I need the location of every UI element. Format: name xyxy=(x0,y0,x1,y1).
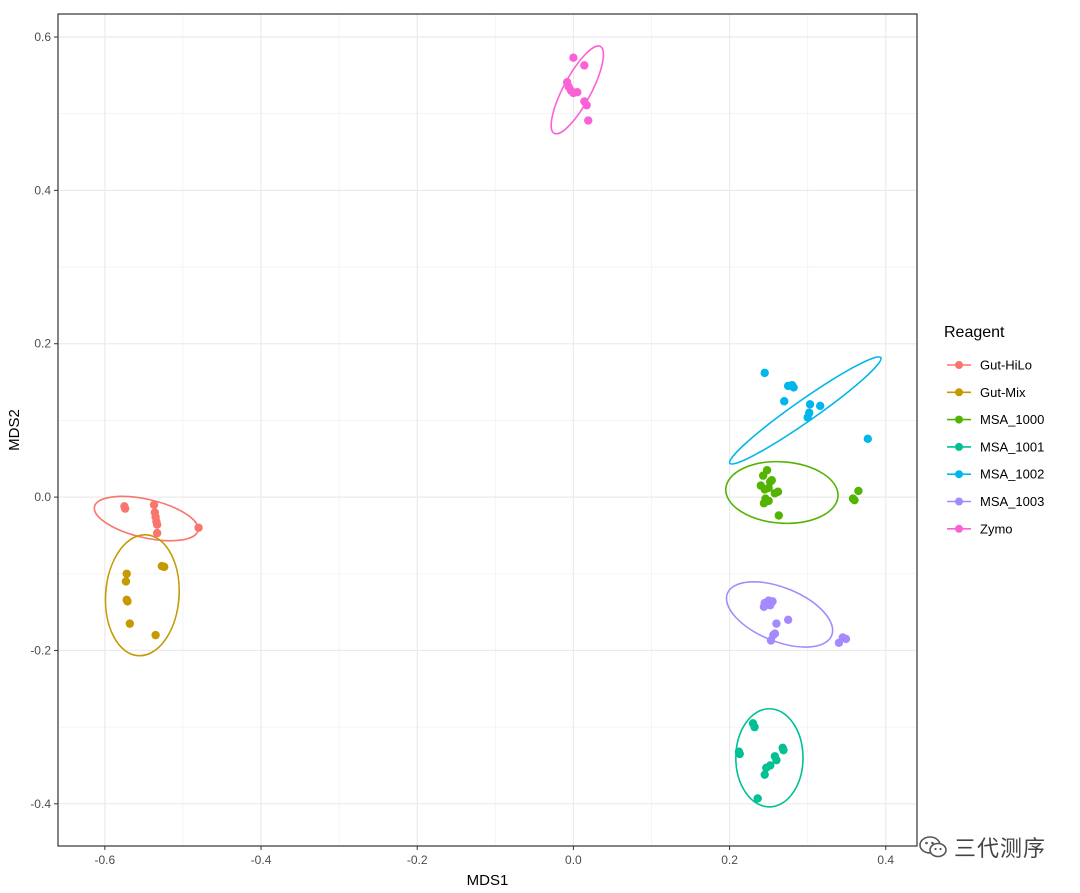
data-points xyxy=(120,53,873,803)
point-gut-mix xyxy=(160,562,169,572)
ellipse-gut-mix xyxy=(104,533,180,657)
point-msa-1000 xyxy=(762,466,772,475)
y-axis: -0.4 -0.2 0.0 0.2 0.4 0.6 xyxy=(30,30,58,811)
point-zymo xyxy=(584,116,593,125)
point-msa-1000 xyxy=(774,511,783,520)
point-msa-1001 xyxy=(779,745,788,755)
legend-label-msa-1001: MSA_1001 xyxy=(980,439,1044,454)
point-zymo xyxy=(580,61,589,70)
point-msa-1003 xyxy=(772,619,781,628)
y-tick-label: 0.0 xyxy=(34,490,51,504)
point-msa-1000 xyxy=(764,483,773,493)
legend-key-point-gut-hilo xyxy=(955,361,963,369)
point-gut-mix xyxy=(122,569,131,578)
ellipse-msa-1002 xyxy=(728,356,882,465)
point-msa-1000 xyxy=(854,486,863,496)
ellipse-msa-1000 xyxy=(724,460,839,525)
legend-label-gut-hilo: Gut-HiLo xyxy=(980,358,1032,373)
point-gut-mix xyxy=(151,630,160,640)
watermark: 三代测序 xyxy=(918,831,1046,863)
x-axis: -0.6 -0.4 -0.2 0.0 0.2 0.4 xyxy=(95,846,894,867)
legend-key-point-msa-1003 xyxy=(955,497,963,506)
point-msa-1001 xyxy=(772,755,781,765)
point-msa-1000 xyxy=(773,487,783,496)
x-tick-label: 0.2 xyxy=(721,853,738,867)
point-msa-1001 xyxy=(762,763,771,772)
point-msa-1003 xyxy=(769,630,778,640)
panel-border xyxy=(57,13,918,847)
watermark-text: 三代测序 xyxy=(953,837,1046,862)
legend-label-zymo: Zymo xyxy=(980,521,1013,536)
y-tick-label: -0.2 xyxy=(30,643,51,657)
grid-major xyxy=(58,14,917,846)
point-gut-hilo xyxy=(149,500,159,509)
point-zymo xyxy=(569,88,578,98)
point-msa-1002 xyxy=(760,368,769,378)
point-msa-1000 xyxy=(848,494,858,503)
confidence-ellipses xyxy=(93,45,882,808)
y-tick-label: -0.4 xyxy=(30,797,51,811)
legend-label-msa-1002: MSA_1002 xyxy=(980,467,1044,482)
x-tick-label: 0.0 xyxy=(565,853,582,867)
point-msa-1003 xyxy=(841,634,851,644)
point-gut-hilo xyxy=(194,523,203,532)
x-tick-label: -0.4 xyxy=(251,853,272,867)
point-msa-1001 xyxy=(750,722,759,732)
legend-key-point-msa-1002 xyxy=(955,470,963,479)
y-tick-label: 0.2 xyxy=(34,337,51,351)
point-zymo xyxy=(582,101,591,110)
point-msa-1002 xyxy=(780,397,789,406)
point-gut-mix xyxy=(121,577,131,586)
ellipse-msa-1001 xyxy=(735,707,804,808)
point-zymo xyxy=(569,53,578,62)
legend-label-msa-1000: MSA_1000 xyxy=(980,412,1044,427)
legend: Reagent Gut-HiLo Gut-Mix MSA_1000 MSA_1001 M… xyxy=(944,324,1044,536)
point-msa-1002 xyxy=(805,400,815,409)
point-msa-1003 xyxy=(759,602,769,611)
point-gut-mix xyxy=(123,597,132,606)
point-msa-1001 xyxy=(753,794,762,803)
point-msa-1000 xyxy=(759,499,769,508)
panel-background xyxy=(58,14,917,846)
legend-label-msa-1003: MSA_1003 xyxy=(980,494,1044,509)
point-gut-hilo xyxy=(152,520,162,529)
y-axis-title: MDS2 xyxy=(6,409,23,451)
point-msa-1003 xyxy=(768,597,777,606)
wechat-icon xyxy=(919,836,947,858)
point-gut-hilo xyxy=(152,528,162,538)
x-axis-title: MDS1 xyxy=(467,872,509,889)
y-tick-label: 0.6 xyxy=(34,30,51,44)
legend-label-gut-mix: Gut-Mix xyxy=(980,385,1026,400)
legend-title: Reagent xyxy=(944,324,1005,341)
x-tick-label: 0.4 xyxy=(877,853,894,867)
point-msa-1001 xyxy=(734,747,744,756)
point-msa-1002 xyxy=(787,380,797,390)
y-tick-label: 0.4 xyxy=(34,183,51,197)
grid-minor xyxy=(58,14,917,846)
point-msa-1001 xyxy=(760,770,769,779)
point-gut-hilo xyxy=(120,504,130,513)
legend-key-point-gut-mix xyxy=(955,388,963,397)
point-gut-mix xyxy=(125,619,135,628)
x-tick-label: -0.2 xyxy=(407,853,428,867)
x-tick-label: -0.6 xyxy=(95,853,116,867)
legend-key-point-msa-1000 xyxy=(955,415,963,424)
legend-key-point-msa-1001 xyxy=(955,442,963,451)
point-msa-1003 xyxy=(783,615,793,624)
point-msa-1000 xyxy=(767,476,776,485)
point-msa-1002 xyxy=(803,413,812,422)
point-msa-1002 xyxy=(815,401,825,411)
point-msa-1002 xyxy=(863,434,873,444)
legend-key-point-zymo xyxy=(955,524,963,533)
